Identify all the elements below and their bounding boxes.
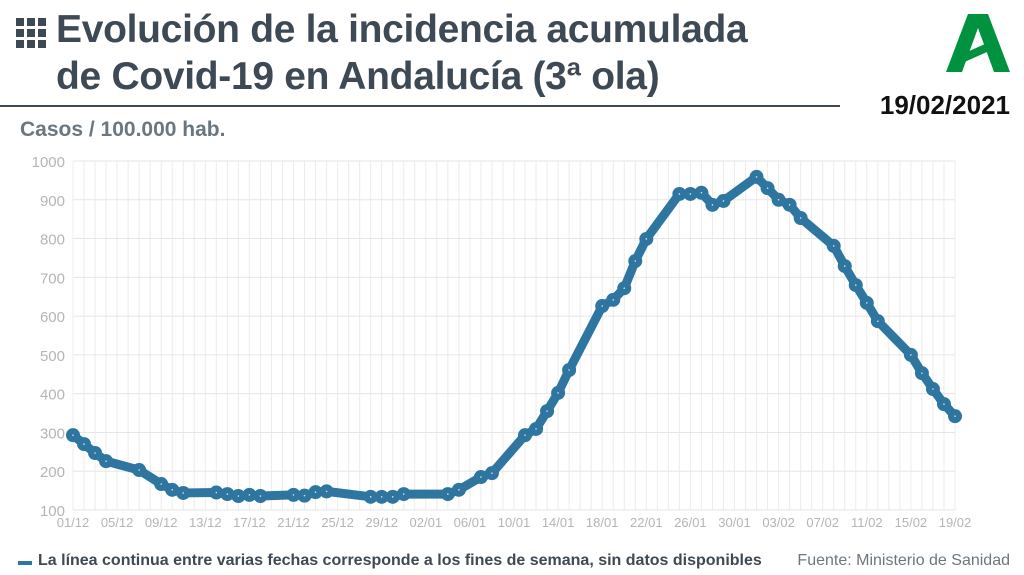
data-point-center bbox=[634, 260, 637, 262]
data-point-center bbox=[447, 493, 449, 495]
data-point-center bbox=[711, 204, 714, 206]
data-point-center bbox=[766, 187, 769, 189]
data-point-center bbox=[380, 496, 383, 498]
data-point-center bbox=[568, 369, 570, 371]
data-point-center bbox=[788, 204, 791, 206]
report-date: 19/02/2021 bbox=[879, 90, 1010, 120]
y-tick-label: 1000 bbox=[32, 154, 65, 171]
x-tick-label: 02/01 bbox=[410, 515, 443, 530]
data-point-center bbox=[402, 493, 405, 495]
data-point-center bbox=[72, 434, 74, 436]
x-tick-label: 21/12 bbox=[277, 515, 310, 530]
title-line-2: de Covid-19 en Andalucía (3ª ola) bbox=[56, 55, 660, 98]
y-tick-label: 800 bbox=[40, 232, 65, 249]
data-point-center bbox=[248, 494, 251, 496]
x-tick-label: 22/01 bbox=[630, 515, 663, 530]
x-tick-label: 10/01 bbox=[498, 515, 531, 530]
data-point-center bbox=[832, 245, 835, 247]
data-point-center bbox=[138, 469, 140, 471]
data-point-center bbox=[524, 434, 526, 436]
junta-andalucia-logo bbox=[946, 14, 1010, 72]
data-point-center bbox=[866, 302, 868, 304]
x-tick-label: 11/02 bbox=[851, 515, 883, 530]
x-tick-label: 18/01 bbox=[586, 515, 619, 530]
data-point-center bbox=[678, 193, 681, 195]
x-tick-label: 15/02 bbox=[895, 515, 928, 530]
x-tick-label: 14/01 bbox=[542, 515, 575, 530]
y-tick-label: 100 bbox=[40, 503, 65, 520]
x-tick-label: 19/02 bbox=[939, 515, 972, 530]
page-title: Evolución de la incidencia acumulada de C… bbox=[56, 6, 748, 100]
y-axis-label: Casos / 100.000 hab. bbox=[20, 118, 226, 141]
x-tick-label: 03/02 bbox=[762, 515, 795, 530]
data-point-center bbox=[491, 472, 493, 474]
data-point-center bbox=[623, 287, 626, 289]
data-point-center bbox=[160, 483, 162, 485]
data-point-center bbox=[700, 191, 703, 194]
data-point-center bbox=[612, 299, 615, 301]
data-point-center bbox=[799, 217, 802, 219]
data-point-center bbox=[182, 492, 185, 494]
legend-line-marker bbox=[18, 561, 32, 565]
x-tick-label: 06/01 bbox=[454, 515, 487, 530]
y-tick-label: 200 bbox=[40, 464, 65, 481]
y-tick-label: 900 bbox=[40, 193, 65, 210]
x-tick-label: 09/12 bbox=[145, 515, 178, 530]
y-tick-label: 700 bbox=[40, 270, 65, 287]
data-point-center bbox=[391, 496, 394, 498]
data-point-center bbox=[303, 494, 306, 497]
footnote: La línea continua entre varias fechas co… bbox=[38, 552, 762, 569]
title-divider bbox=[0, 105, 840, 107]
data-point-center bbox=[910, 354, 912, 356]
data-point-center bbox=[843, 265, 846, 267]
data-point-center bbox=[105, 460, 107, 462]
data-point-center bbox=[535, 428, 537, 430]
data-point-center bbox=[292, 494, 295, 496]
data-point-center bbox=[921, 372, 923, 374]
y-tick-label: 500 bbox=[40, 348, 65, 365]
data-point-center bbox=[314, 491, 317, 493]
data-point-center bbox=[777, 198, 780, 201]
data-point-center bbox=[755, 176, 758, 178]
data-point-center bbox=[932, 388, 934, 390]
menu-grid-icon bbox=[16, 18, 46, 48]
data-point-center bbox=[557, 392, 559, 394]
data-point-center bbox=[943, 403, 945, 405]
x-tick-label: 05/12 bbox=[101, 515, 134, 530]
data-point-center bbox=[171, 489, 174, 491]
data-point-center bbox=[722, 200, 725, 202]
y-tick-label: 600 bbox=[40, 309, 65, 326]
data-point-center bbox=[237, 495, 240, 497]
x-tick-label: 13/12 bbox=[189, 515, 222, 530]
data-point-center bbox=[94, 452, 96, 454]
x-tick-label: 30/01 bbox=[718, 515, 751, 530]
data-point-center bbox=[369, 496, 372, 498]
data-point-center bbox=[458, 489, 460, 491]
x-tick-label: 26/01 bbox=[674, 515, 707, 530]
data-point-center bbox=[259, 495, 262, 497]
y-tick-label: 400 bbox=[40, 387, 65, 404]
y-tick-label: 300 bbox=[40, 425, 65, 442]
data-point-center bbox=[226, 493, 229, 495]
x-tick-label: 01/12 bbox=[57, 515, 90, 530]
data-point-center bbox=[877, 320, 879, 322]
x-tick-label: 25/12 bbox=[321, 515, 354, 530]
data-point-center bbox=[480, 476, 482, 478]
x-tick-label: 29/12 bbox=[365, 515, 398, 530]
data-point-center bbox=[325, 490, 328, 493]
data-point-center bbox=[83, 443, 85, 445]
data-point-center bbox=[601, 305, 603, 307]
data-point-center bbox=[689, 193, 692, 195]
data-point-center bbox=[645, 238, 648, 240]
data-point-center bbox=[954, 415, 956, 417]
data-point-center bbox=[215, 491, 218, 494]
incidence-line-chart: 100 200 300 400 500 600 700 800 900 1000 01/12 05/1… bbox=[32, 154, 972, 530]
data-point-center bbox=[854, 284, 857, 286]
x-tick-label: 17/12 bbox=[233, 515, 266, 530]
data-point-center bbox=[546, 410, 548, 412]
title-line-1: Evolución de la incidencia acumulada bbox=[56, 8, 748, 51]
x-tick-label: 07/02 bbox=[806, 515, 839, 530]
source-note: Fuente: Ministerio de Sanidad bbox=[797, 552, 1010, 569]
